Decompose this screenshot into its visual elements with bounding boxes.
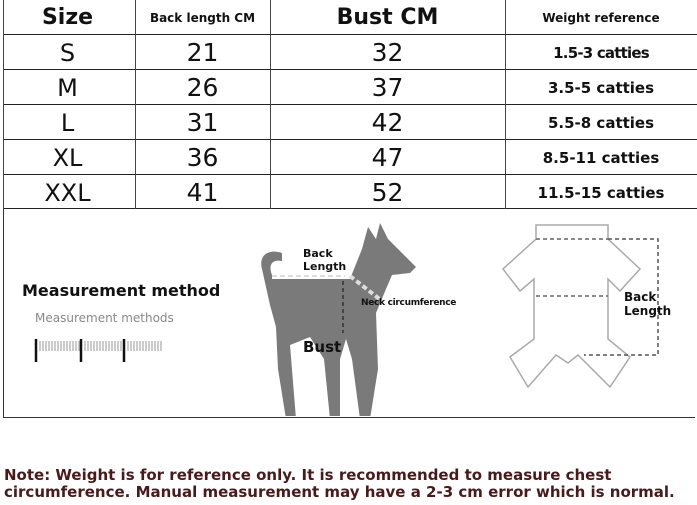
header-weight: Weight reference — [542, 10, 660, 25]
divider — [3, 69, 697, 70]
size-table: Size Back length CM Bust CM Weight refer… — [0, 0, 697, 209]
size-cell: XL — [52, 143, 83, 172]
divider — [3, 208, 697, 209]
table-row: XXL 41 52 11.5-15 catties — [0, 175, 697, 210]
measurement-subtitle: Measurement methods — [35, 311, 174, 325]
weight-cell: 11.5-15 catties — [537, 183, 665, 202]
size-cell: M — [57, 73, 78, 102]
size-cell: XXL — [44, 178, 91, 207]
size-cell: S — [59, 38, 76, 67]
ruler-icon — [34, 339, 162, 362]
table-row: S 21 32 1.5-3 catties — [0, 35, 697, 70]
table-row: L 31 42 5.5-8 catties — [0, 105, 697, 140]
table-header-row: Size Back length CM Bust CM Weight refer… — [0, 0, 697, 35]
bust-cell: 47 — [371, 143, 404, 172]
dog-illustration — [261, 223, 659, 416]
weight-cell: 8.5-11 catties — [542, 148, 660, 167]
divider — [505, 0, 506, 209]
back-length-cell: 36 — [186, 143, 219, 172]
table-row: XL 36 47 8.5-11 catties — [0, 140, 697, 175]
note-text: Note: Weight is for reference only. It i… — [4, 466, 675, 501]
dog-silhouette — [261, 223, 416, 416]
divider — [3, 139, 697, 140]
neck-circumference-label: Neck circumference — [361, 298, 457, 308]
weight-cell: 3.5-5 catties — [547, 78, 655, 97]
divider — [270, 0, 271, 209]
header-back-length: Back length CM — [149, 10, 256, 25]
bust-cell: 42 — [371, 108, 404, 137]
size-cell: L — [60, 108, 75, 137]
back-length-cell: 41 — [186, 178, 219, 207]
garment-illustration — [501, 224, 659, 389]
divider — [3, 0, 4, 209]
divider — [3, 34, 697, 35]
back-length-cell: 21 — [186, 38, 219, 67]
divider — [135, 0, 136, 209]
bust-label: Bust — [303, 338, 342, 356]
garment-back-length-label: Back Length — [624, 290, 672, 318]
divider — [3, 174, 697, 175]
neck-line — [348, 274, 384, 303]
header-size: Size — [41, 5, 94, 30]
back-length-cell: 26 — [186, 73, 219, 102]
back-length-label: Back Length — [303, 247, 347, 273]
bust-cell: 37 — [371, 73, 404, 102]
weight-cell: 1.5-3 catties — [553, 43, 649, 62]
weight-cell: 5.5-8 catties — [547, 113, 655, 132]
measurement-panel — [3, 209, 695, 418]
table-row: M 26 37 3.5-5 catties — [0, 70, 697, 105]
bust-cell: 52 — [371, 178, 404, 207]
measurement-title: Measurement method — [22, 281, 221, 300]
divider — [3, 104, 697, 105]
back-length-cell: 31 — [186, 108, 219, 137]
header-bust: Bust CM — [336, 5, 439, 30]
bust-cell: 32 — [371, 38, 404, 67]
